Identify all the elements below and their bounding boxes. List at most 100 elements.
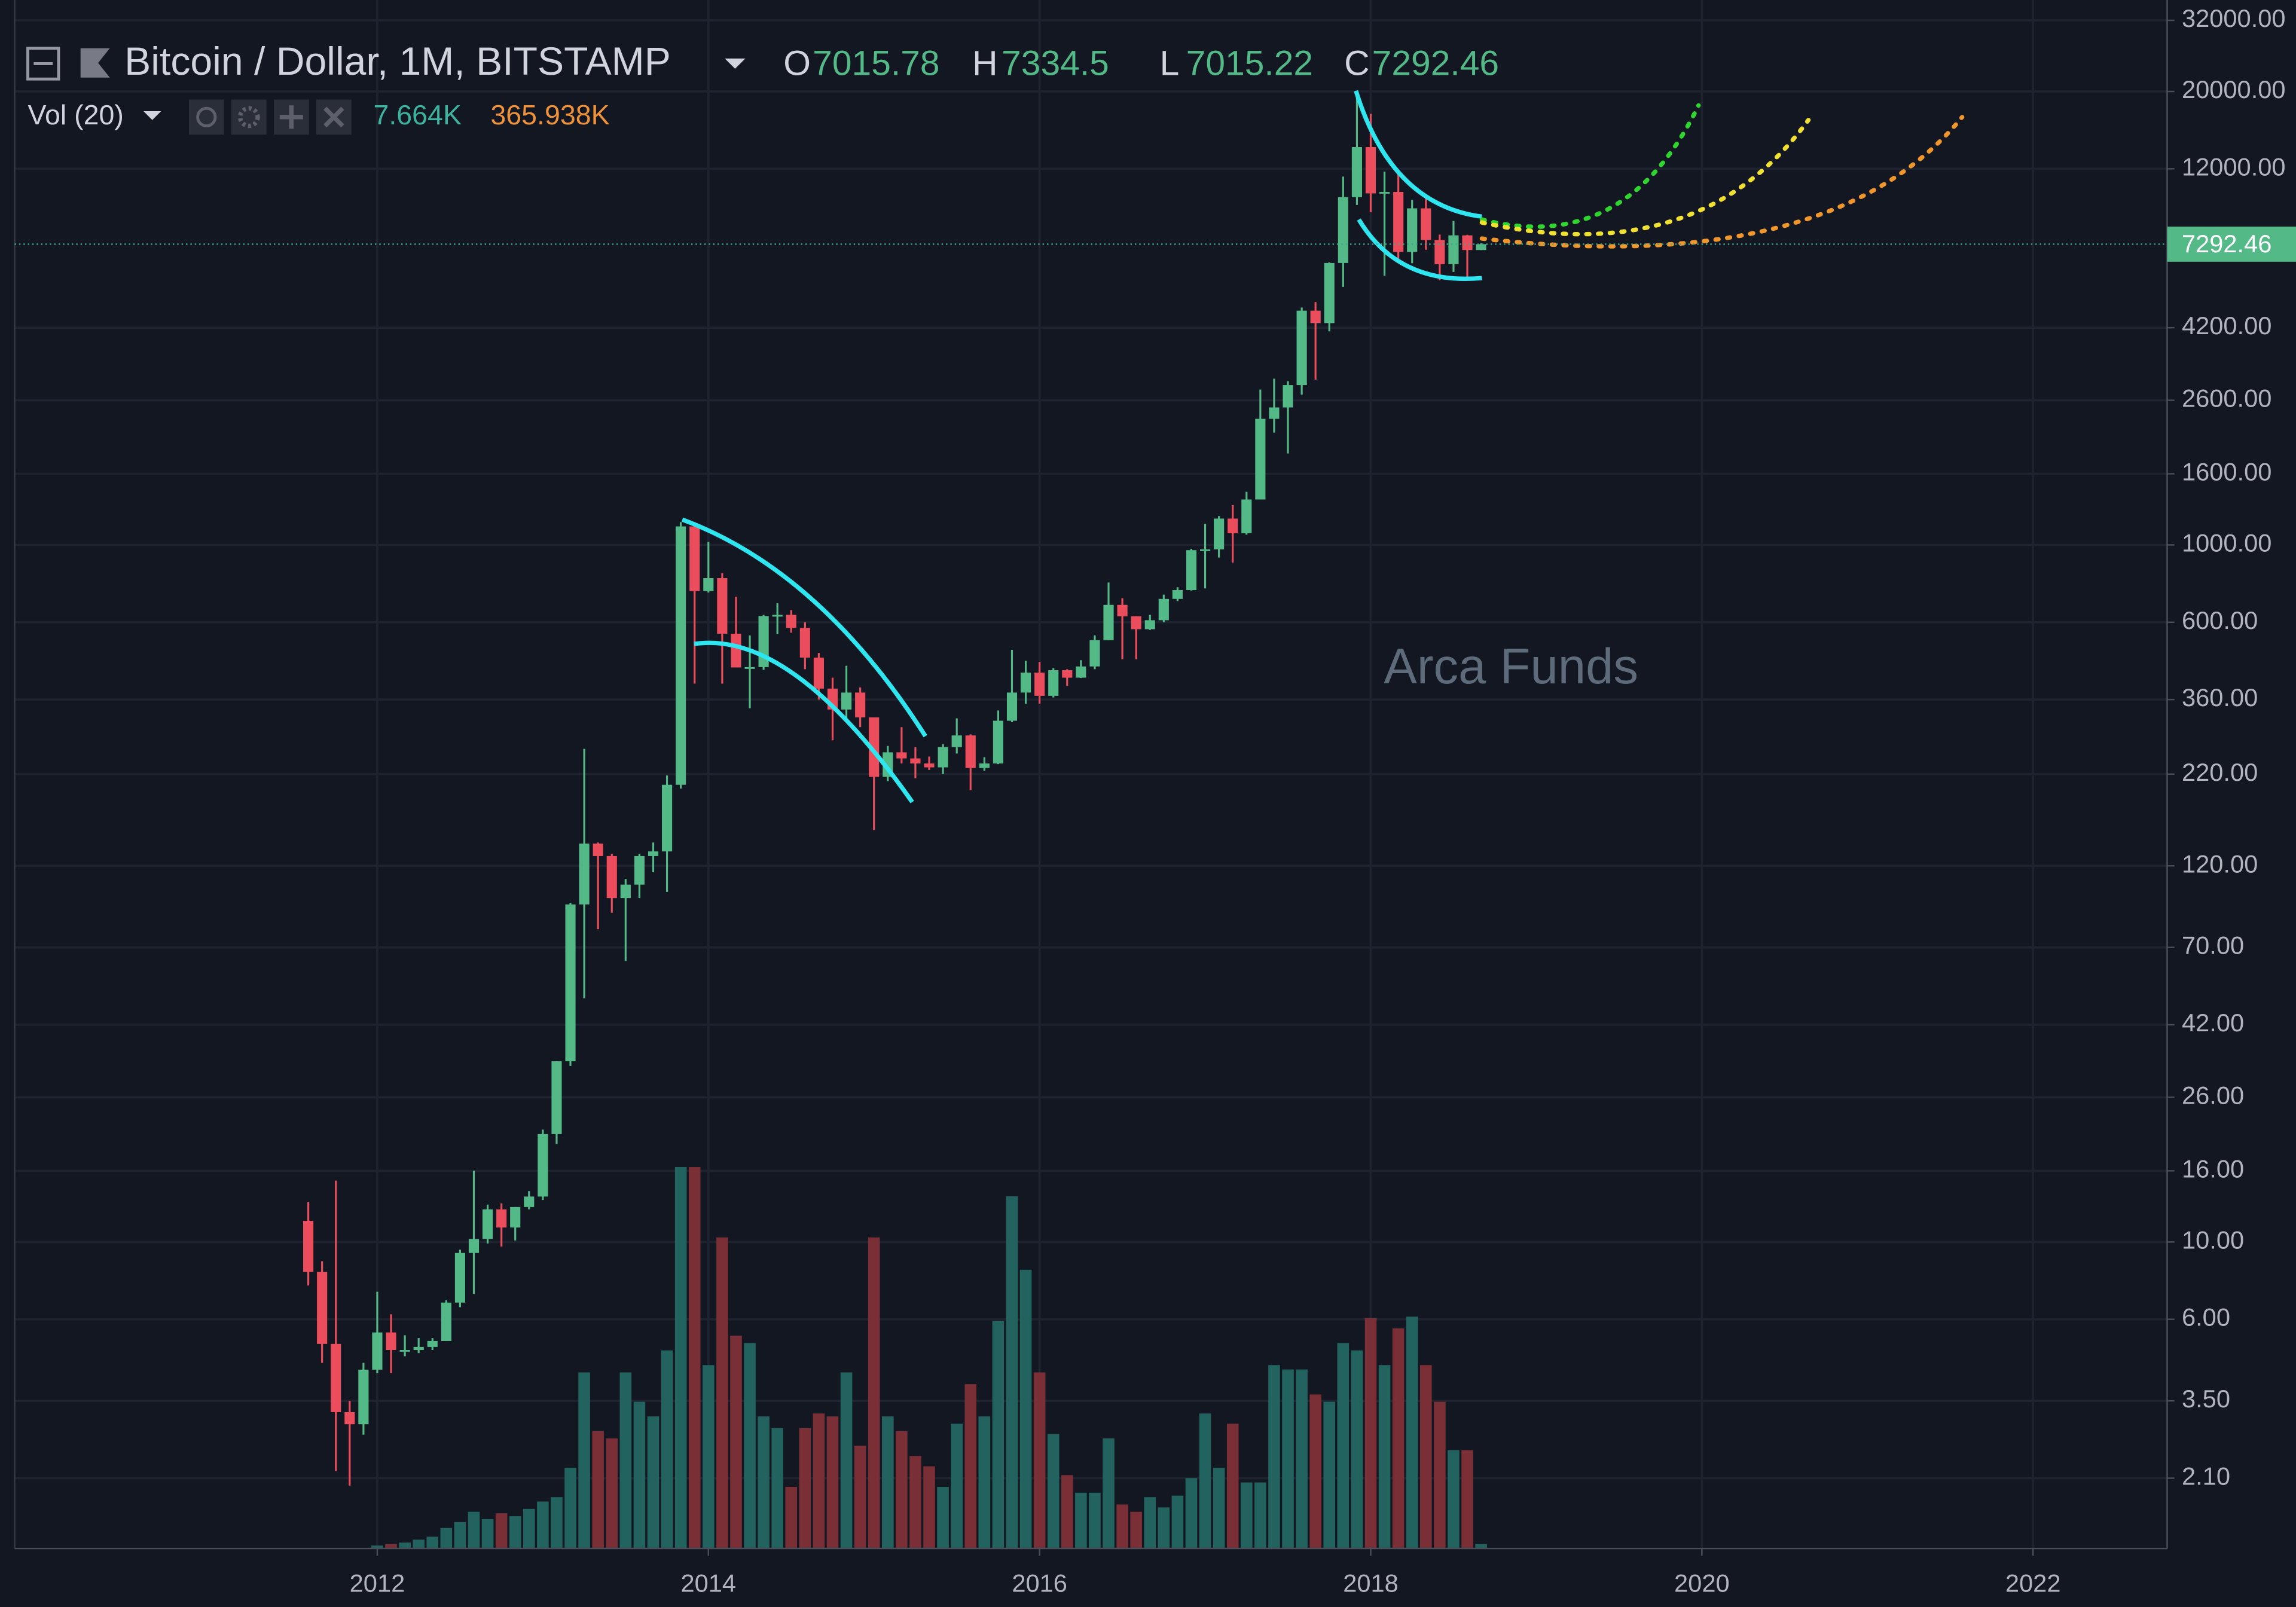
projection-curve xyxy=(1479,118,1811,237)
candle-body xyxy=(317,1272,328,1344)
candle-body xyxy=(634,856,645,885)
candle-body xyxy=(551,1061,562,1134)
volume-ma-value: 7.664K xyxy=(373,99,461,130)
volume-bar xyxy=(1351,1350,1363,1549)
candle-body xyxy=(1034,673,1045,696)
candle-body xyxy=(717,578,728,634)
symbol-title[interactable]: Bitcoin / Dollar, 1M, BITSTAMP xyxy=(124,39,671,84)
flag-icon[interactable] xyxy=(80,48,110,78)
settings-button[interactable] xyxy=(231,99,267,135)
ohlc-letter: H xyxy=(972,44,997,83)
grid xyxy=(14,0,2167,1549)
settings-icon xyxy=(237,106,260,129)
candle-body xyxy=(924,763,935,768)
x-tick-label: 2018 xyxy=(1343,1569,1399,1597)
volume-value: 365.938K xyxy=(490,99,609,130)
candle-body xyxy=(1448,235,1459,264)
y-tick-label: 6.00 xyxy=(2182,1303,2230,1331)
volume-bar xyxy=(1406,1316,1418,1549)
y-tick-label: 2600.00 xyxy=(2182,384,2271,413)
volume-bar xyxy=(454,1522,466,1549)
candle-body xyxy=(620,884,631,899)
volume-bar xyxy=(1199,1413,1211,1549)
trend-curve xyxy=(694,640,914,804)
candle-body xyxy=(303,1221,314,1272)
volume-bar xyxy=(799,1428,811,1549)
eye-button[interactable] xyxy=(188,99,224,135)
candle-body xyxy=(896,752,907,759)
candle-body xyxy=(1296,310,1307,386)
y-tick-label: 360.00 xyxy=(2182,683,2258,711)
candle-body xyxy=(454,1252,465,1303)
volume-bar xyxy=(716,1237,728,1549)
candle-body xyxy=(661,784,673,852)
volume-bar xyxy=(1420,1365,1432,1549)
volume-name[interactable]: Vol (20) xyxy=(28,99,124,130)
candle-body xyxy=(344,1412,355,1425)
candle-body xyxy=(372,1332,383,1370)
volume-bar xyxy=(1019,1269,1032,1549)
volume-bar xyxy=(1047,1434,1060,1549)
candle-body xyxy=(510,1206,521,1228)
volume-bar xyxy=(744,1343,756,1549)
volume-bar xyxy=(703,1365,715,1549)
volume-bar xyxy=(1282,1369,1294,1549)
volume-bar xyxy=(674,1167,687,1549)
volume-bar xyxy=(1061,1475,1073,1549)
volume-bar xyxy=(951,1423,963,1549)
volume-bar xyxy=(1475,1544,1487,1549)
candle-body xyxy=(1476,244,1486,250)
candle-body xyxy=(799,628,810,658)
ohlc-value: 7334.5 xyxy=(1002,44,1109,83)
projection-curve xyxy=(1479,103,1701,229)
volume-bar xyxy=(730,1336,742,1549)
eye-icon xyxy=(196,106,217,127)
volume-bar xyxy=(1378,1365,1391,1549)
candle-body xyxy=(1434,240,1445,264)
volume-bar xyxy=(1103,1438,1115,1549)
ohlc-value: 7015.22 xyxy=(1186,44,1313,83)
ohlc-letter: C xyxy=(1344,44,1369,83)
candles xyxy=(303,94,1486,1486)
candle-body xyxy=(786,615,796,628)
candle-body xyxy=(993,720,1003,764)
volume-bar xyxy=(1323,1401,1336,1549)
volume-bar xyxy=(413,1539,425,1549)
candle-body xyxy=(1131,616,1141,630)
y-tick-label: 32000.00 xyxy=(2182,4,2286,32)
y-tick-label: 2.10 xyxy=(2182,1462,2230,1490)
volume-bar xyxy=(509,1516,521,1549)
volume-bar xyxy=(537,1501,549,1549)
volume-bar xyxy=(578,1372,590,1549)
volume-bar xyxy=(896,1431,908,1549)
candle-body xyxy=(938,747,948,768)
candle-body xyxy=(676,526,686,785)
volume-bar xyxy=(1268,1365,1280,1549)
volume-bar xyxy=(1171,1495,1184,1549)
collapse-icon[interactable] xyxy=(26,47,60,81)
volume-bar xyxy=(1434,1401,1446,1549)
dropdown-arrow[interactable] xyxy=(725,58,746,69)
volume-bar xyxy=(1089,1492,1101,1549)
volume-bar xyxy=(840,1372,853,1549)
y-tick-label: 16.00 xyxy=(2182,1154,2244,1183)
trend-curves xyxy=(681,90,1482,804)
candle-body xyxy=(524,1196,535,1207)
axes: 2.10 3.50 6.00 10.00 16.00 26.00 42.00 70.00 120… xyxy=(14,4,2296,1597)
volume-bar xyxy=(923,1466,935,1549)
candle-body xyxy=(1338,197,1348,263)
ohlc-value: 7292.46 xyxy=(1372,44,1499,83)
candle-body xyxy=(482,1209,493,1239)
volume-bar xyxy=(606,1438,618,1549)
candle-body xyxy=(731,634,741,668)
y-tick-label: 3.50 xyxy=(2182,1385,2230,1413)
volume-bar xyxy=(909,1456,921,1549)
candle-body xyxy=(855,692,866,717)
volume-bar xyxy=(1144,1497,1156,1549)
candle-body xyxy=(951,735,962,747)
volume-bar xyxy=(633,1401,646,1549)
candle-body xyxy=(1076,666,1086,678)
volume-bar xyxy=(1309,1394,1321,1549)
dropdown-arrow[interactable] xyxy=(144,111,161,120)
volume-bar xyxy=(785,1487,798,1549)
